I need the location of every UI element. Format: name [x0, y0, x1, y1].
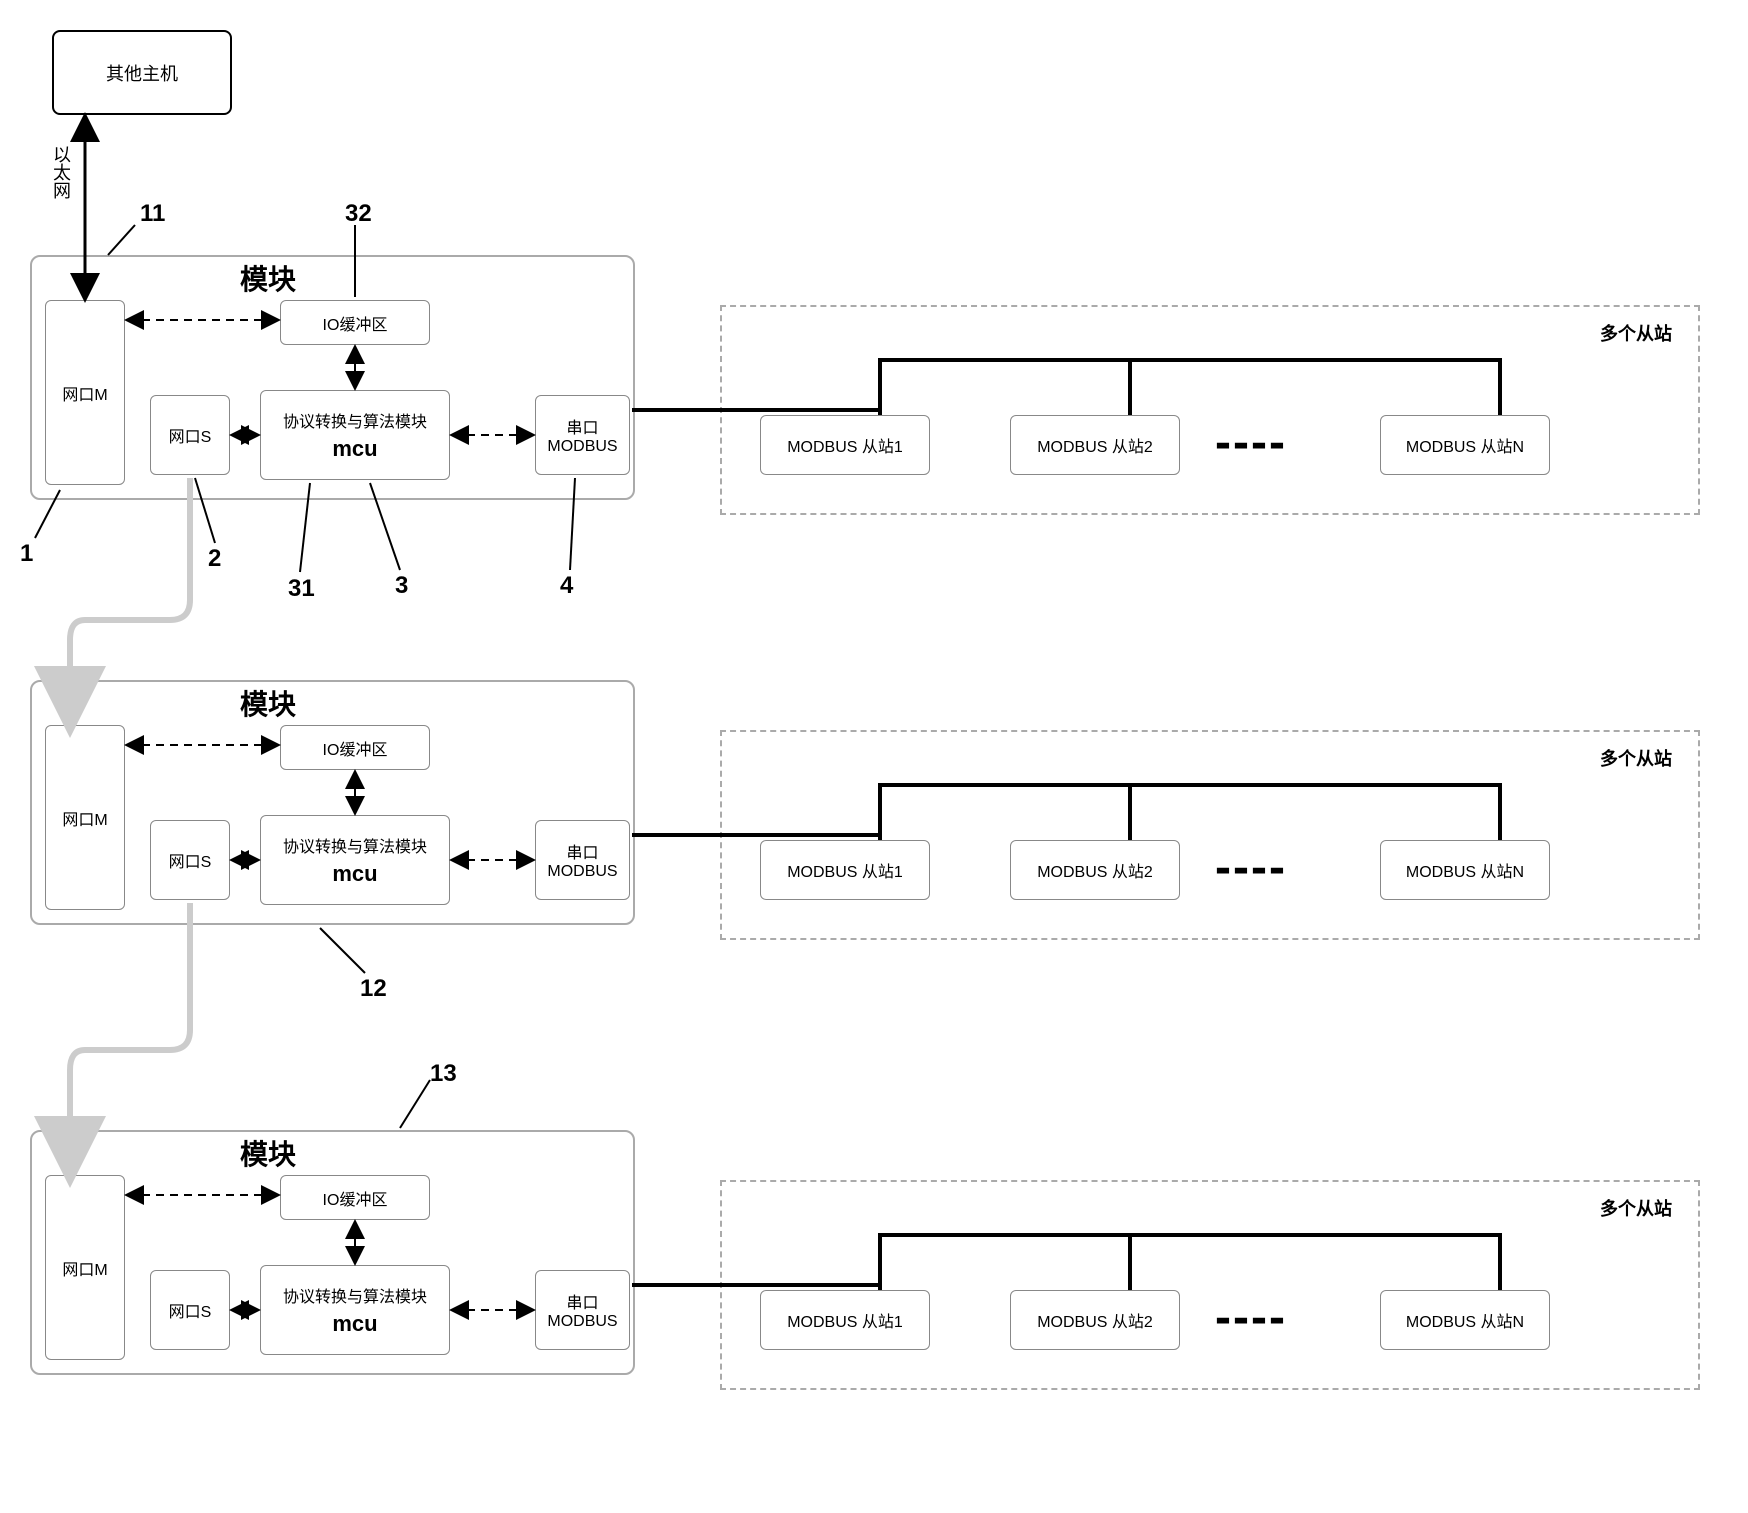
module-2-portm: 网口M — [45, 725, 125, 910]
module-2-iobuffer: IO缓冲区 — [280, 725, 430, 770]
slaves-1-title: 多个从站 — [1600, 320, 1672, 346]
module-1-portm: 网口M — [45, 300, 125, 485]
host-box: 其他主机 — [52, 30, 232, 115]
label-31: 31 — [288, 575, 315, 603]
slaves-1-slave2: MODBUS 从站2 — [1010, 415, 1180, 475]
slaves-3-ellipsis: ---- — [1215, 1290, 1287, 1345]
slaves-3-slave1: MODBUS 从站1 — [760, 1290, 930, 1350]
slaves-2-slave2: MODBUS 从站2 — [1010, 840, 1180, 900]
label-3: 3 — [395, 572, 408, 600]
slaves-1-slaven: MODBUS 从站N — [1380, 415, 1550, 475]
module-1-serial: 串口 MODBUS — [535, 395, 630, 475]
module-3-title: 模块 — [240, 1133, 296, 1173]
module-3-serial: 串口 MODBUS — [535, 1270, 630, 1350]
module-1-title: 模块 — [240, 258, 296, 298]
slaves-2-ellipsis: ---- — [1215, 840, 1287, 895]
label-4: 4 — [560, 572, 573, 600]
label-11: 11 — [140, 200, 165, 228]
host-label: 其他主机 — [106, 60, 178, 86]
module-3-ports: 网口S — [150, 1270, 230, 1350]
label-2: 2 — [208, 545, 221, 573]
module-2-serial: 串口 MODBUS — [535, 820, 630, 900]
label-13: 13 — [430, 1060, 457, 1088]
slaves-2-slave1: MODBUS 从站1 — [760, 840, 930, 900]
slaves-2-title: 多个从站 — [1600, 745, 1672, 771]
module-1-mcu: 协议转换与算法模块 mcu — [260, 390, 450, 480]
slaves-3-title: 多个从站 — [1600, 1195, 1672, 1221]
slaves-3-slave2: MODBUS 从站2 — [1010, 1290, 1180, 1350]
label-12: 12 — [360, 975, 387, 1003]
module-3-portm: 网口M — [45, 1175, 125, 1360]
slaves-1-ellipsis: ---- — [1215, 415, 1287, 470]
slaves-1-slave1: MODBUS 从站1 — [760, 415, 930, 475]
module-2-mcu: 协议转换与算法模块 mcu — [260, 815, 450, 905]
ethernet-label: 以太网 — [48, 145, 74, 199]
slaves-1-container — [720, 305, 1700, 515]
module-1-iobuffer: IO缓冲区 — [280, 300, 430, 345]
label-32: 32 — [345, 200, 372, 228]
module-2-title: 模块 — [240, 683, 296, 723]
label-1: 1 — [20, 540, 33, 568]
slaves-3-container — [720, 1180, 1700, 1390]
module-3-mcu: 协议转换与算法模块 mcu — [260, 1265, 450, 1355]
slaves-2-slaven: MODBUS 从站N — [1380, 840, 1550, 900]
slaves-2-container — [720, 730, 1700, 940]
module-2-ports: 网口S — [150, 820, 230, 900]
slaves-3-slaven: MODBUS 从站N — [1380, 1290, 1550, 1350]
module-1-ports: 网口S — [150, 395, 230, 475]
module-3-iobuffer: IO缓冲区 — [280, 1175, 430, 1220]
